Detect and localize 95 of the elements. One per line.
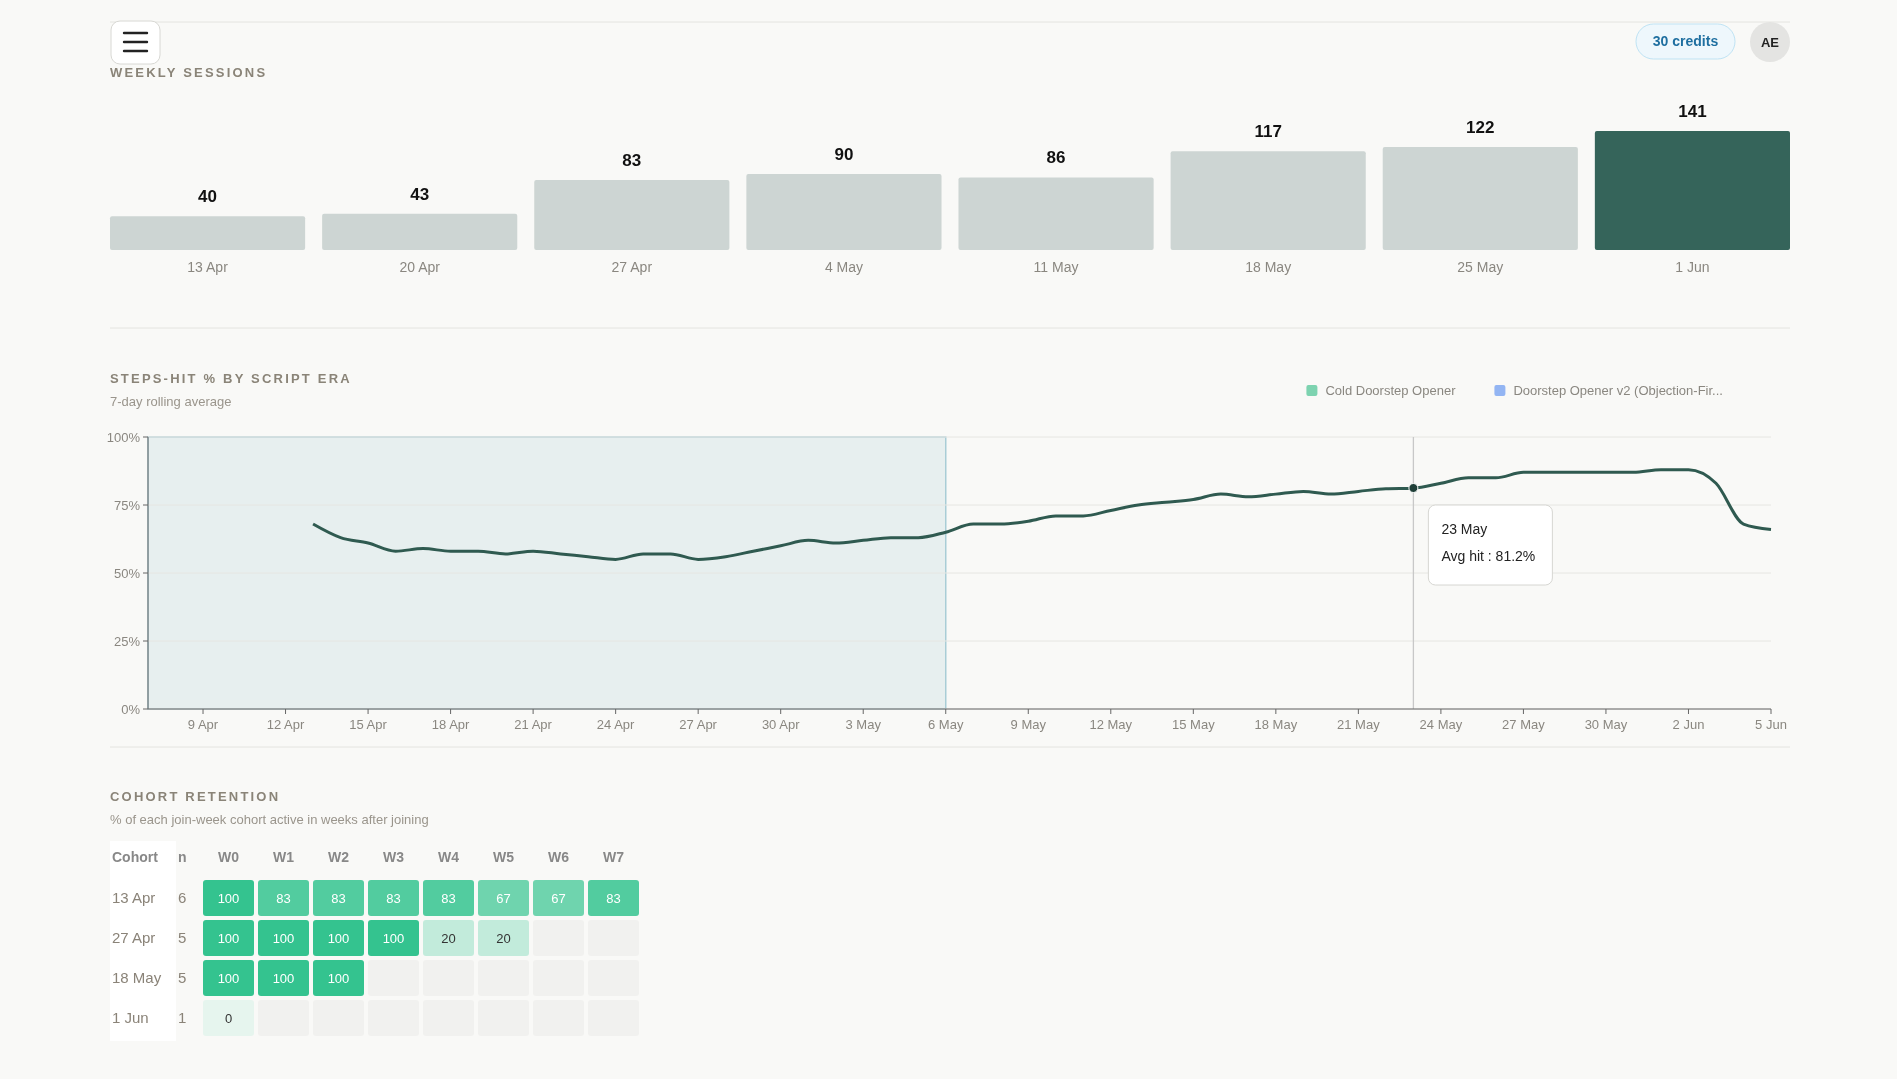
y2-tick-label: 6 <box>178 889 187 906</box>
x-tick-label: 24 Apr <box>596 717 636 732</box>
data-label: 100 <box>217 891 240 906</box>
data-label: 86 <box>1046 148 1066 168</box>
data-label: 100 <box>272 971 295 986</box>
y-tick-label: 100% <box>106 429 141 445</box>
x-tick-label: 9 Apr <box>187 717 219 732</box>
y-tick-label: 13 Apr <box>112 889 156 906</box>
x-tick-label: W5 <box>493 849 515 865</box>
y-tick-label: 50% <box>113 565 141 581</box>
x-tick-label: 27 Apr <box>611 259 653 275</box>
data-label: 67 <box>551 891 566 906</box>
data-label: 43 <box>410 184 430 204</box>
x-tick-label: 20 Apr <box>399 259 441 275</box>
chart-title: WEEKLY SESSIONS <box>110 65 268 80</box>
data-label: 100 <box>217 971 240 986</box>
chart-subtitle: 7-day rolling average <box>110 394 232 409</box>
x-tick-label: W4 <box>438 849 460 865</box>
y2-tick-label: 5 <box>178 929 187 946</box>
x-tick-label: 21 Apr <box>514 717 553 732</box>
x-tick-label: 12 Apr <box>266 717 305 732</box>
x-tick-label: 25 May <box>1457 259 1504 275</box>
chart-title: COHORT RETENTION <box>110 789 281 804</box>
x-tick-label: 1 Jun <box>1675 259 1710 275</box>
data-label: 100 <box>272 931 295 946</box>
bar <box>110 216 306 250</box>
y-tick-label: 75% <box>113 497 141 513</box>
bar <box>322 213 518 250</box>
x-tick-label: 18 May <box>1245 259 1292 275</box>
data-label: 20 <box>496 931 511 946</box>
data-label: 20 <box>441 931 456 946</box>
x-tick-label: 4 May <box>824 259 863 275</box>
x-tick-label: 12 May <box>1089 717 1133 732</box>
y2-tick-label: 5 <box>178 969 187 986</box>
bar <box>1170 151 1366 250</box>
y-tick-label: 1 Jun <box>112 1009 149 1026</box>
y2-axis-title: n <box>178 849 187 865</box>
data-label: 83 <box>441 891 456 906</box>
data-label: 83 <box>606 891 621 906</box>
x-tick-label: 30 Apr <box>761 717 801 732</box>
annotation: 23 May Avg hit : 81.2% <box>1441 521 1536 564</box>
x-tick-label: 9 May <box>1010 717 1047 732</box>
text: Doorstep Opener v2 (Objection-Fir... <box>1513 383 1723 398</box>
y-tick-label: 25% <box>113 633 141 649</box>
data-label: 100 <box>327 971 350 986</box>
x-tick-label: W0 <box>218 849 240 865</box>
y-tick-label: 27 Apr <box>112 929 156 946</box>
x-tick-label: 15 Apr <box>349 717 388 732</box>
data-label: 83 <box>622 150 642 170</box>
x-tick-label: W2 <box>328 849 350 865</box>
credits-badge: 30 credits <box>1635 23 1736 60</box>
x-tick-label: 15 May <box>1172 717 1216 732</box>
x-tick-label: 3 May <box>845 717 882 732</box>
x-tick-label: 5 Jun <box>1755 717 1787 732</box>
x-tick-label: 6 May <box>928 717 964 732</box>
bar <box>534 179 730 250</box>
chart-title: STEPS-HIT % BY SCRIPT ERA <box>110 371 352 386</box>
y-tick-label: 18 May <box>112 969 162 986</box>
chart-subtitle: % of each join-week cohort active in weeks after joining <box>110 812 429 827</box>
y-axis-title: Cohort <box>112 849 159 865</box>
x-tick-label: 27 May <box>1502 717 1546 732</box>
x-tick-label: W1 <box>273 849 295 865</box>
data-label: 67 <box>496 891 511 906</box>
bar <box>1594 131 1790 250</box>
x-tick-label: 24 May <box>1419 717 1463 732</box>
y2-tick-label: 1 <box>178 1009 187 1026</box>
x-tick-label: 27 Apr <box>679 717 718 732</box>
data-label: 122 <box>1466 118 1495 138</box>
avatar-circle: AE <box>1750 22 1790 62</box>
x-tick-label: 13 Apr <box>187 259 229 275</box>
x-tick-label: W7 <box>603 849 625 865</box>
x-tick-label: 21 May <box>1337 717 1381 732</box>
data-label: 100 <box>382 931 405 946</box>
text: Cold Doorstep Opener <box>1325 383 1457 398</box>
data-label: 0 <box>224 1011 233 1026</box>
x-tick-label: 18 May <box>1254 717 1298 732</box>
data-label: 83 <box>276 891 291 906</box>
data-label: 40 <box>198 187 218 207</box>
data-label: 83 <box>331 891 346 906</box>
data-label: 83 <box>386 891 401 906</box>
data-label: 100 <box>217 931 240 946</box>
y-tick-label: 0% <box>121 701 141 717</box>
data-label: 100 <box>327 931 350 946</box>
x-tick-label: W6 <box>548 849 570 865</box>
data-label: 117 <box>1254 122 1282 142</box>
x-tick-label: 30 May <box>1584 717 1628 732</box>
x-tick-label: 18 Apr <box>431 717 471 732</box>
x-tick-label: 2 Jun <box>1672 717 1705 732</box>
bar <box>958 177 1154 250</box>
data-label: 90 <box>834 145 854 165</box>
bar <box>746 174 942 250</box>
data-label: 141 <box>1678 102 1707 121</box>
x-tick-label: W3 <box>383 849 405 865</box>
bar <box>1382 147 1578 250</box>
x-tick-label: 11 May <box>1033 259 1079 275</box>
